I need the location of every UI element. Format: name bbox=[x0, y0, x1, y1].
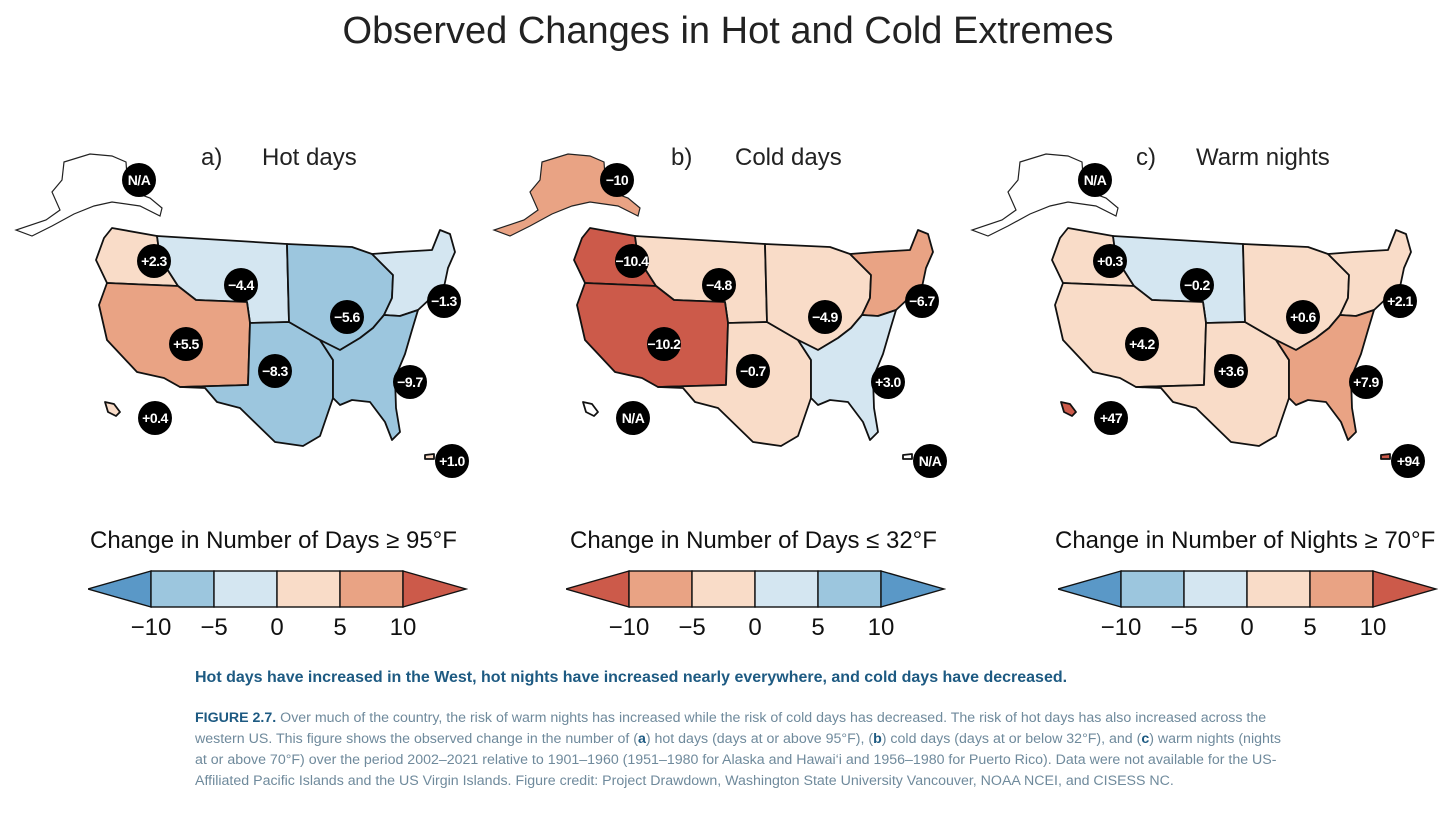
midwest-value-badge: −5.6 bbox=[330, 300, 364, 334]
northwest-value-badge: +0.3 bbox=[1093, 244, 1127, 278]
caption-ref-b: b bbox=[873, 731, 882, 747]
legend-arrow-left bbox=[1058, 570, 1122, 608]
legend-tick-label: 5 bbox=[811, 614, 825, 641]
legend-swatch bbox=[213, 570, 278, 608]
legend-tick-label: −10 bbox=[608, 614, 650, 641]
legend-title: Change in Number of Nights ≥ 70°F bbox=[1055, 527, 1436, 554]
caption-text-2: ) hot days (days at or above 95°F), ( bbox=[645, 731, 874, 747]
northern-plains-value-badge: −4.4 bbox=[224, 268, 258, 302]
northeast-value-badge: −1.3 bbox=[427, 284, 461, 318]
legend-tick-label: 0 bbox=[1240, 614, 1254, 641]
southeast-value-badge: −9.7 bbox=[393, 365, 427, 399]
northeast-value-badge: −6.7 bbox=[905, 284, 939, 318]
map-panel: b) Cold days −10 −10.4 −4.8 −10.2 −0.7 −4.9 −6.7… bbox=[478, 140, 948, 480]
color-legend-bar bbox=[1058, 570, 1438, 608]
legend-swatch bbox=[276, 570, 341, 608]
legend-tick-label: −5 bbox=[200, 614, 228, 641]
legend-swatch bbox=[1309, 570, 1374, 608]
panel-letter: a) bbox=[201, 144, 223, 171]
legend-arrow-right bbox=[402, 570, 468, 608]
legend-tick-label: −5 bbox=[678, 614, 706, 641]
southern-plains-value-badge: −8.3 bbox=[258, 354, 292, 388]
southern-plains-value-badge: +3.6 bbox=[1214, 354, 1248, 388]
legend-swatch bbox=[1246, 570, 1311, 608]
panel-letter: c) bbox=[1136, 144, 1156, 171]
legend-swatch bbox=[1120, 570, 1185, 608]
legend-swatch bbox=[628, 570, 693, 608]
figure-caption: FIGURE 2.7. Over much of the country, th… bbox=[195, 708, 1295, 792]
southern-plains-value-badge: −0.7 bbox=[736, 354, 770, 388]
legend-tick-label: 10 bbox=[389, 614, 417, 641]
us-map bbox=[14, 153, 456, 460]
color-legend-bar bbox=[88, 570, 468, 608]
figure-headline: Hot days have increased in the West, hot… bbox=[195, 669, 1068, 686]
legend-tick-label: 10 bbox=[1359, 614, 1387, 641]
panel-letter: b) bbox=[671, 144, 693, 171]
legend-arrow-left bbox=[566, 570, 630, 608]
puerto-rico-region bbox=[1380, 453, 1391, 460]
hawaii-region bbox=[1060, 401, 1077, 417]
legend-tick-label: 5 bbox=[333, 614, 347, 641]
southwest-value-badge: +4.2 bbox=[1125, 327, 1159, 361]
legend-tick-label: 0 bbox=[270, 614, 284, 641]
hawaii-value-badge: N/A bbox=[616, 401, 650, 435]
legend-arrow-right bbox=[880, 570, 946, 608]
legend-swatch bbox=[817, 570, 882, 608]
legend-tick-label: 0 bbox=[748, 614, 762, 641]
puerto-rico-region bbox=[424, 453, 435, 460]
northeast-value-badge: +2.1 bbox=[1383, 284, 1417, 318]
alaska-value-badge: −10 bbox=[600, 163, 634, 197]
legend-tick-label: −5 bbox=[1170, 614, 1198, 641]
hawaii-value-badge: +0.4 bbox=[138, 401, 172, 435]
southeast-value-badge: +7.9 bbox=[1349, 365, 1383, 399]
legend-arrow-right bbox=[1372, 570, 1438, 608]
map-panel: c) Warm nights N/A +0.3 −0.2 +4.2 +3.6 +0.6 +2.1… bbox=[956, 140, 1426, 480]
color-legend-bar bbox=[566, 570, 946, 608]
alaska-value-badge: N/A bbox=[122, 163, 156, 197]
panel-title: Warm nights bbox=[1196, 144, 1330, 171]
us-map bbox=[970, 153, 1412, 460]
us-map bbox=[492, 153, 934, 460]
panel-title: Cold days bbox=[735, 144, 842, 171]
page-title: Observed Changes in Hot and Cold Extreme… bbox=[342, 10, 1114, 52]
caption-ref-a: a bbox=[637, 731, 646, 747]
northern-plains-value-badge: −0.2 bbox=[1180, 268, 1214, 302]
puerto-rico-region bbox=[902, 453, 913, 460]
caption-text-3: ) cold days (days at or below 32°F), and… bbox=[881, 731, 1142, 747]
legend-swatch bbox=[150, 570, 215, 608]
legend-tick-label: 10 bbox=[867, 614, 895, 641]
puerto-rico-value-badge: +94 bbox=[1391, 444, 1425, 478]
northern-plains-value-badge: −4.8 bbox=[702, 268, 736, 302]
caption-ref-c: c bbox=[1141, 731, 1150, 747]
southwest-value-badge: −10.2 bbox=[647, 327, 681, 361]
northwest-value-badge: +2.3 bbox=[137, 244, 171, 278]
midwest-value-badge: −4.9 bbox=[808, 300, 842, 334]
caption-text-1: Over much of the country, the risk of wa… bbox=[195, 710, 1267, 747]
map-panel: a) Hot days N/A +2.3 −4.4 +5.5 −8.3 −5.6 −1.3 −9.… bbox=[0, 140, 470, 480]
legend-arrow-left bbox=[88, 570, 152, 608]
legend-swatch bbox=[691, 570, 756, 608]
midwest-value-badge: +0.6 bbox=[1286, 300, 1320, 334]
legend-tick-label: −10 bbox=[130, 614, 172, 641]
hawaii-region bbox=[582, 401, 599, 417]
southwest-value-badge: +5.5 bbox=[169, 327, 203, 361]
legend-swatch bbox=[754, 570, 819, 608]
puerto-rico-value-badge: N/A bbox=[913, 444, 947, 478]
alaska-value-badge: N/A bbox=[1078, 163, 1112, 197]
figure-label: FIGURE 2.7. bbox=[195, 710, 277, 726]
panel-title: Hot days bbox=[262, 144, 357, 171]
puerto-rico-value-badge: +1.0 bbox=[435, 444, 469, 478]
legend-swatch bbox=[1183, 570, 1248, 608]
northwest-value-badge: −10.4 bbox=[615, 244, 649, 278]
legend-tick-label: −10 bbox=[1100, 614, 1142, 641]
legend-swatch bbox=[339, 570, 404, 608]
hawaii-value-badge: +47 bbox=[1094, 401, 1128, 435]
legend-tick-label: 5 bbox=[1303, 614, 1317, 641]
legend-title: Change in Number of Days ≤ 32°F bbox=[570, 527, 937, 554]
legend-title: Change in Number of Days ≥ 95°F bbox=[90, 527, 457, 554]
caption-text-4: ) warm nights (nights at or above 70°F) … bbox=[195, 731, 1281, 789]
hawaii-region bbox=[104, 401, 121, 417]
southeast-value-badge: +3.0 bbox=[871, 365, 905, 399]
